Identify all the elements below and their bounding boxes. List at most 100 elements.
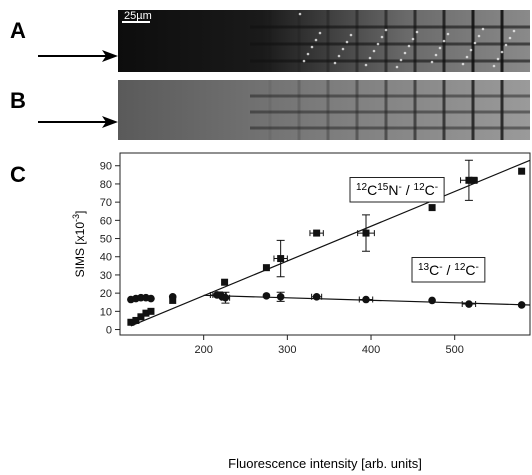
speck	[403, 51, 407, 55]
annotation-part: -	[439, 262, 442, 273]
point	[470, 176, 478, 184]
speck	[302, 59, 306, 63]
speck	[341, 47, 345, 51]
speck	[461, 62, 465, 66]
point	[262, 264, 270, 272]
point	[428, 204, 436, 212]
point	[147, 307, 155, 315]
speck	[512, 29, 516, 33]
speck	[469, 48, 473, 52]
panel-label: B	[10, 88, 26, 113]
x-tick-label: 500	[446, 344, 464, 356]
point	[221, 278, 229, 286]
point	[465, 300, 473, 308]
speck	[333, 61, 337, 65]
speck	[345, 40, 349, 44]
speck	[446, 32, 450, 36]
point	[312, 292, 321, 301]
annotation-part: C	[429, 262, 439, 278]
annotation-part: -	[476, 262, 479, 273]
annotation-part: /	[443, 262, 455, 278]
speck	[434, 53, 438, 57]
x-tick-label: 200	[194, 344, 212, 356]
speck	[337, 54, 341, 58]
annotation: 12C15N- / 12C-	[356, 182, 438, 199]
y-tick-label: 10	[100, 306, 112, 318]
point	[168, 292, 177, 301]
annotation-part: -	[435, 182, 438, 193]
plot-frame	[119, 152, 531, 336]
speck	[477, 34, 481, 38]
point	[362, 229, 370, 237]
point	[142, 309, 150, 317]
fit-line	[130, 159, 531, 327]
speck	[395, 65, 399, 69]
annotation: 13C- / 12C-	[418, 262, 479, 279]
x-axis-label: Fluorescence intensity [arb. units]	[228, 456, 422, 471]
point	[313, 229, 321, 237]
point	[277, 255, 285, 263]
point	[137, 313, 145, 321]
y-tick-label: 40	[100, 252, 112, 264]
speck	[500, 50, 504, 54]
annotation-part: -	[399, 182, 402, 193]
speck	[399, 58, 403, 62]
speck	[492, 64, 496, 68]
panel-a-image	[118, 10, 530, 72]
speck	[415, 30, 419, 34]
point	[132, 316, 140, 324]
point	[221, 293, 230, 302]
x-tick-label: 300	[278, 344, 296, 356]
y-label-part: SIMS [x10	[73, 222, 87, 278]
y-tick-label: 50	[100, 234, 112, 246]
y-tick-label: 60	[100, 215, 112, 227]
y-tick-label: 80	[100, 179, 112, 191]
speck	[438, 46, 442, 50]
speck	[504, 43, 508, 47]
annotation-box	[349, 177, 445, 203]
y-label-part: ]	[73, 211, 87, 214]
y-tick-label: 20	[100, 288, 112, 300]
speck	[473, 41, 477, 45]
point	[518, 167, 526, 175]
speck	[430, 60, 434, 64]
point	[517, 301, 526, 309]
speck	[298, 12, 302, 16]
annotation-part: 12	[414, 182, 426, 193]
y-tick-label: 70	[100, 197, 112, 209]
arrow-head	[102, 116, 118, 128]
point	[127, 318, 135, 326]
annotation-part: /	[402, 182, 414, 198]
speck	[380, 35, 384, 39]
speck	[411, 37, 415, 41]
annotation-part: C	[367, 182, 377, 198]
speck	[372, 49, 376, 53]
speck	[508, 36, 512, 40]
point	[147, 294, 155, 303]
speck	[318, 31, 322, 35]
annotation-part: C	[425, 182, 435, 198]
speck	[481, 27, 485, 31]
speck	[496, 57, 500, 61]
annotation-part: 12	[356, 182, 368, 193]
point	[276, 292, 285, 301]
point	[428, 296, 436, 305]
y-axis-label: SIMS [x10-3]	[71, 211, 87, 278]
panel-label: C	[10, 162, 26, 187]
speck	[376, 42, 380, 46]
speck	[465, 55, 469, 59]
panel-label: A	[10, 18, 26, 43]
speck	[442, 39, 446, 43]
speck	[314, 38, 318, 42]
speck	[407, 44, 411, 48]
speck	[349, 33, 353, 37]
annotation-part: 13	[418, 262, 430, 273]
scale-bar-label: 25µm	[124, 10, 152, 22]
annotation-box	[411, 257, 486, 283]
y-tick-label: 30	[100, 270, 112, 282]
speck	[368, 56, 372, 60]
speck	[384, 28, 388, 32]
speck	[364, 63, 368, 67]
